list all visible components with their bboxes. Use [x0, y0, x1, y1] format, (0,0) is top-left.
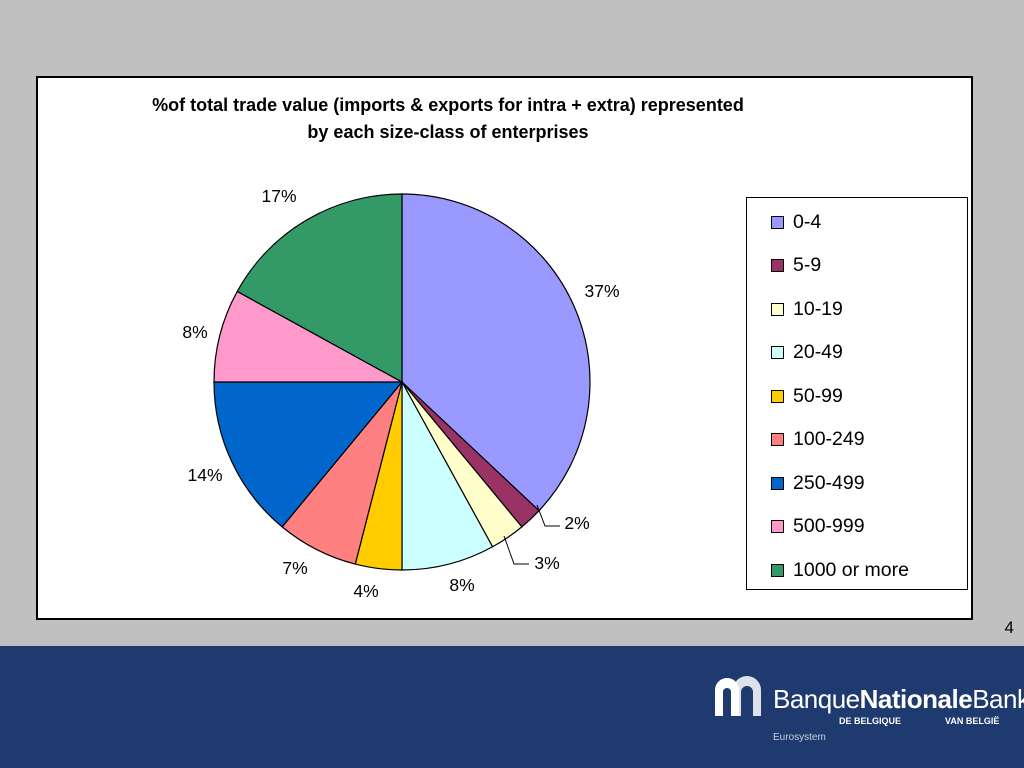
- data-label-20-49: 8%: [449, 575, 474, 595]
- legend-item-10-19: 10-19: [771, 297, 843, 321]
- pie-slice-0-4: [401, 193, 591, 512]
- legend-item-0-4: 0-4: [771, 210, 821, 234]
- chart-title-line-1: %of total trade value (imports & exports…: [152, 95, 744, 115]
- chart-title-line-2: by each size-class of enterprises: [307, 122, 589, 142]
- pie-slice-500-999: [213, 290, 403, 383]
- legend-label: 5-9: [793, 254, 822, 276]
- legend-label: 100-249: [793, 428, 865, 450]
- legend-label: 50-99: [793, 384, 843, 407]
- data-label-0-4: 37%: [584, 281, 619, 301]
- bank-logo-sub-left: DE BELGIQUE: [839, 716, 902, 726]
- legend-swatch: [771, 433, 784, 446]
- eurosystem-label: Eurosystem: [773, 732, 826, 743]
- legend-label: 0-4: [793, 210, 822, 233]
- legend-item-20-49: 20-49: [771, 341, 843, 365]
- data-label-50-99: 4%: [353, 581, 378, 601]
- pie-chart: 37% 2%3% 8% 4% 7% 14% 8% 17%: [182, 186, 619, 601]
- legend-label: 1000 or more: [793, 558, 909, 581]
- legend-item-100-249: 100-249: [771, 428, 865, 452]
- legend-swatch: [771, 389, 784, 403]
- legend-swatch: [771, 563, 784, 577]
- legend-item-250-499: 250-499: [771, 471, 865, 495]
- data-label-100-249: 7%: [282, 558, 307, 578]
- footer-bar: [0, 646, 1024, 768]
- page-number: 4: [1004, 618, 1014, 637]
- legend-item-50-99: 50-99: [771, 384, 843, 408]
- legend-label: 10-19: [793, 297, 843, 320]
- legend-swatch: [771, 259, 784, 272]
- legend-swatch: [771, 215, 784, 229]
- legend-swatch: [771, 476, 784, 490]
- bank-logo: BanqueNationaleBank DE BELGIQUE VAN BELG…: [713, 676, 1024, 746]
- chart-legend: 0-4 5-9 10-19 20-49 50-99 100-249 250-499 500-9…: [746, 197, 968, 590]
- legend-swatch: [771, 302, 784, 316]
- legend-label: 250-499: [793, 471, 865, 494]
- pie-slice-20-49: [401, 381, 494, 571]
- data-label-500-999: 8%: [182, 322, 207, 342]
- bank-logo-sub-right: VAN BELGIË: [945, 716, 1000, 726]
- pie-slice-1000-or-more: [236, 193, 403, 384]
- legend-label: 500-999: [793, 515, 865, 537]
- legend-item-1000-or-more: 1000 or more: [771, 558, 909, 582]
- data-label-250-499: 14%: [187, 465, 222, 485]
- bank-logo-mark: [715, 676, 761, 716]
- legend-item-5-9: 5-9: [771, 254, 821, 278]
- pie-slice-250-499: [213, 381, 404, 528]
- data-label-1000-or-more: 17%: [261, 186, 296, 206]
- legend-swatch: [771, 520, 784, 533]
- data-label-10-19: 3%: [534, 553, 559, 573]
- data-label-5-9: 2%: [564, 513, 589, 533]
- legend-swatch: [771, 346, 784, 359]
- bank-logo-wordmark: BanqueNationaleBank: [773, 684, 1024, 714]
- legend-label: 20-49: [793, 341, 843, 363]
- leader-line-10-19: [503, 535, 529, 565]
- leader-line-5-9: [536, 504, 560, 527]
- chart-title: %of total trade value (imports & exports…: [68, 92, 828, 146]
- legend-item-500-999: 500-999: [771, 515, 865, 539]
- chart-panel: %of total trade value (imports & exports…: [36, 76, 973, 620]
